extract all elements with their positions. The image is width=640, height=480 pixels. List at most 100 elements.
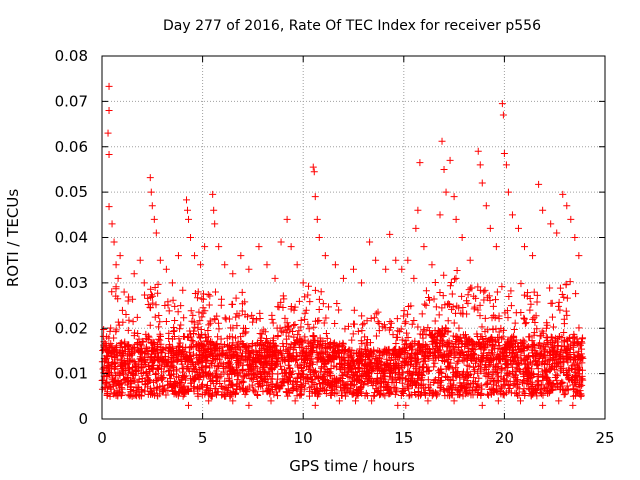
data-point — [198, 382, 206, 390]
y-tick-label: 0.06 — [55, 138, 88, 156]
data-point — [404, 310, 412, 318]
data-point — [578, 339, 586, 347]
data-point — [336, 359, 344, 367]
data-point — [359, 321, 367, 329]
data-point — [322, 330, 330, 338]
data-point-outlier — [420, 243, 428, 251]
data-point — [256, 329, 264, 337]
data-point — [444, 385, 452, 393]
data-point — [109, 358, 117, 366]
data-point — [381, 372, 389, 380]
data-point — [124, 326, 132, 334]
data-point — [422, 287, 430, 295]
data-point — [556, 383, 564, 391]
data-point — [291, 321, 299, 329]
data-point — [507, 335, 515, 343]
data-point — [205, 370, 213, 378]
data-point — [105, 382, 113, 390]
data-point — [512, 366, 520, 374]
data-point — [232, 345, 240, 353]
data-point — [435, 311, 443, 319]
data-point — [152, 301, 160, 309]
data-point — [374, 378, 382, 386]
data-point-outlier — [156, 256, 164, 264]
data-point — [368, 359, 376, 367]
data-point — [350, 358, 358, 366]
data-point — [176, 325, 184, 333]
data-point — [198, 295, 206, 303]
data-point — [371, 391, 379, 399]
data-point — [290, 306, 298, 314]
data-point — [274, 333, 282, 341]
data-point — [195, 359, 203, 367]
data-point — [416, 343, 424, 351]
data-point — [464, 291, 472, 299]
data-point — [213, 312, 221, 320]
data-point — [228, 300, 236, 308]
data-point — [238, 307, 246, 315]
data-point — [225, 362, 233, 370]
data-point — [214, 388, 222, 396]
data-point — [332, 382, 340, 390]
data-point — [151, 370, 159, 378]
data-point — [546, 284, 554, 292]
data-point-outlier — [559, 190, 567, 198]
data-point — [147, 304, 155, 312]
data-point — [464, 347, 472, 355]
data-point — [384, 386, 392, 394]
data-point — [431, 359, 439, 367]
data-point — [527, 384, 535, 392]
data-point — [498, 366, 506, 374]
data-point-outlier — [120, 288, 128, 296]
data-point — [354, 364, 362, 372]
data-point — [334, 343, 342, 351]
data-point — [181, 333, 189, 341]
data-point — [436, 288, 444, 296]
data-point — [241, 311, 249, 319]
data-point — [177, 379, 185, 387]
data-point — [558, 378, 566, 386]
data-point — [572, 290, 580, 298]
data-point — [450, 381, 458, 389]
data-point — [156, 336, 164, 344]
data-point — [248, 311, 256, 319]
data-point — [542, 373, 550, 381]
data-point — [562, 355, 570, 363]
data-point — [144, 362, 152, 370]
data-point — [566, 366, 574, 374]
data-point — [328, 388, 336, 396]
data-point — [113, 387, 121, 395]
data-point — [284, 392, 292, 400]
axis-ticks: 0 0.01 0.02 0.03 0.04 0.05 0.06 0.07 0.08 0 5 10 15 2… — [55, 47, 615, 447]
data-point — [332, 352, 340, 360]
data-point — [302, 379, 310, 387]
data-point — [273, 381, 281, 389]
data-point — [470, 305, 478, 313]
data-point — [325, 369, 333, 377]
data-point — [155, 311, 163, 319]
data-point-outlier — [478, 401, 486, 409]
data-point — [322, 314, 330, 322]
data-point — [358, 312, 366, 320]
data-point — [444, 317, 452, 325]
data-point — [400, 307, 408, 315]
data-point — [463, 373, 471, 381]
data-point — [555, 298, 563, 306]
data-point — [542, 343, 550, 351]
data-point — [327, 391, 335, 399]
data-point — [287, 303, 295, 311]
data-point — [202, 357, 210, 365]
data-point — [248, 381, 256, 389]
data-point — [245, 361, 253, 369]
data-point — [157, 340, 165, 348]
data-point — [481, 314, 489, 322]
data-point — [132, 384, 140, 392]
data-point — [107, 383, 115, 391]
data-point-outlier — [168, 279, 176, 287]
data-point — [518, 340, 526, 348]
data-point — [186, 344, 194, 352]
data-point — [185, 367, 193, 375]
data-point — [483, 390, 491, 398]
x-tick-label: 5 — [198, 429, 208, 447]
data-point — [235, 312, 243, 320]
